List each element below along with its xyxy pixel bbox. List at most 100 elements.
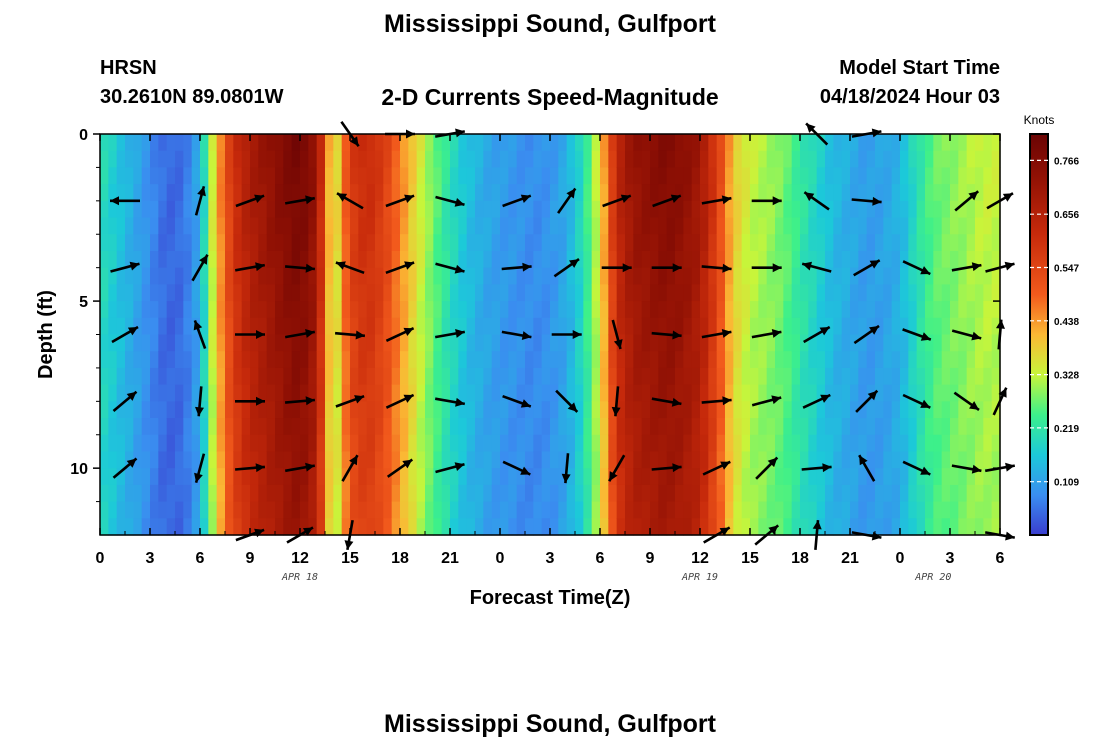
current-arrow [751,395,782,407]
heat-cell [483,367,493,386]
heat-cell [533,150,543,169]
heat-cell [450,234,459,252]
heat-cell [750,451,759,469]
current-arrow [751,196,782,206]
heat-cell [225,384,234,402]
heat-cell [491,184,501,202]
heat-cell [950,484,959,503]
heat-cell [808,334,818,352]
heat-cell [891,134,901,152]
heat-cell [141,501,151,519]
heat-cell [141,401,151,419]
heat-cell [583,418,593,436]
heat-cell [808,317,818,336]
heat-cell [508,367,518,386]
heat-cell [325,134,334,152]
heat-cell [600,301,609,319]
heat-cell [683,334,693,352]
heat-cell [525,134,534,152]
heat-cell [441,451,451,469]
current-arrow [112,390,138,412]
heat-cell [225,167,234,185]
heat-cell [175,217,184,235]
current-arrow [110,261,140,273]
heat-cell [500,184,509,202]
heat-cell [883,401,893,419]
heat-cell [133,301,143,319]
heat-cell [741,418,751,436]
heat-cell [708,234,718,252]
heat-cell [800,217,809,235]
heat-cell [375,451,384,469]
heat-cell [408,284,418,302]
heat-cell [541,200,551,219]
heat-cell [300,501,309,519]
heat-cell [841,134,851,152]
heat-cell [300,434,309,453]
heat-cell [400,351,409,369]
heat-cell [200,150,209,169]
heat-cell [858,468,868,486]
heat-cell [783,184,793,202]
heat-cell [800,418,809,436]
heat-cell [691,184,701,202]
heat-cell [525,234,534,252]
heat-cell [750,134,759,152]
heat-cell [533,468,543,486]
heat-cell [691,501,701,519]
heat-cell [275,134,284,152]
heat-cell [375,351,384,369]
heat-cell [791,250,801,269]
heat-cell [375,217,384,235]
heat-cell [275,334,284,352]
heat-cell [525,451,534,469]
date-label: APR 18 [281,572,318,583]
heat-cell [116,518,126,536]
heat-cell [433,384,443,402]
heat-cell [825,150,834,169]
heat-cell [850,484,859,503]
heat-cell [308,468,318,486]
heat-cell [450,200,459,219]
heat-cell [225,484,234,503]
current-arrow [853,324,880,345]
heat-cell [841,418,851,436]
heat-cell [825,518,834,536]
heat-cell [450,484,459,503]
heat-cell [641,234,651,252]
heat-cell [358,134,368,152]
heat-cell [808,418,818,436]
heat-cell [741,167,751,185]
heat-cell [841,434,851,453]
current-arrow [385,393,415,409]
colorbar-tick-label: 0.328 [1054,371,1079,382]
heat-cell [258,184,268,202]
heat-cell [858,484,868,503]
heat-cell [916,468,926,486]
heat-cell [575,134,584,152]
heat-cell [366,250,376,269]
heat-cell [650,468,659,486]
heat-cell [516,418,526,436]
heat-cell [916,284,926,302]
heat-cell [741,484,751,503]
heat-cell [316,150,326,169]
heat-cell [133,451,143,469]
heat-cell [933,518,943,536]
heat-cell [991,317,1001,336]
heat-cell [991,334,1001,352]
heat-cell [991,351,1001,369]
heat-cell [333,150,343,169]
heat-cell [791,284,801,302]
heat-cell [250,200,259,219]
heat-cell [500,518,509,536]
heat-cell [433,250,443,269]
heat-cell [750,501,759,519]
heat-cell [866,167,876,185]
heat-cell [100,501,109,519]
heat-cell [133,501,143,519]
heat-cell [150,250,159,269]
heat-cell [391,217,401,235]
heat-cell [175,234,184,252]
heat-cell [533,401,543,419]
